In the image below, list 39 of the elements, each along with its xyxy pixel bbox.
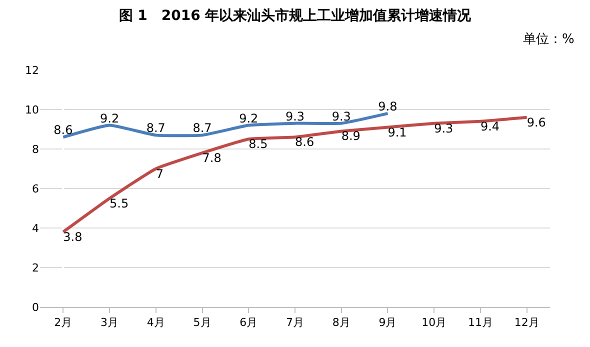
data-label: 5.5	[110, 196, 129, 210]
y-tick-label: 0	[32, 300, 39, 314]
y-tick-label: 8	[32, 142, 39, 156]
y-tick-label: 2	[32, 261, 39, 274]
x-tick-label: 10月	[422, 316, 447, 330]
data-label: 9.3	[285, 109, 305, 124]
x-tick-label: 12月	[514, 316, 540, 330]
y-tick-label: 10	[25, 103, 39, 116]
data-label: 9.8	[378, 99, 398, 114]
x-tick-label: 3月	[100, 316, 119, 330]
data-label: 7.8	[202, 150, 222, 165]
data-label: 9.3	[332, 109, 351, 124]
x-tick-label: 8月	[332, 316, 350, 330]
x-tick-label: 2月	[54, 316, 72, 330]
data-label: 9.2	[239, 111, 258, 126]
x-tick-label: 9月	[378, 316, 397, 330]
data-label: 9.1	[388, 125, 407, 140]
data-label: 9.4	[480, 119, 500, 134]
x-tick-label: 7月	[286, 316, 304, 330]
data-label: 9.6	[526, 115, 546, 130]
y-tick-label: 12	[25, 64, 39, 77]
data-label: 8.6	[54, 123, 73, 138]
data-label: 3.8	[63, 230, 82, 244]
data-label: 8.5	[248, 137, 268, 152]
chart-title: 图 1 2016 年以来汕头市规上工业增加值累计增速情况	[118, 7, 472, 24]
y-tick-label: 4	[32, 222, 39, 235]
x-tick-label: 4月	[146, 316, 165, 330]
x-tick-label: 6月	[240, 316, 258, 330]
data-label: 7	[156, 166, 164, 181]
x-tick-label: 5月	[193, 316, 212, 330]
y-tick-label: 6	[32, 182, 39, 196]
chart-subtitle: 单位：%	[523, 32, 574, 47]
data-label: 8.7	[192, 121, 212, 136]
data-label: 9.3	[434, 121, 454, 136]
data-label: 8.6	[295, 135, 314, 150]
data-label: 9.2	[100, 111, 120, 126]
data-label: 8.7	[146, 121, 166, 136]
data-label: 8.9	[341, 129, 360, 144]
x-tick-label: 11月	[468, 316, 493, 330]
